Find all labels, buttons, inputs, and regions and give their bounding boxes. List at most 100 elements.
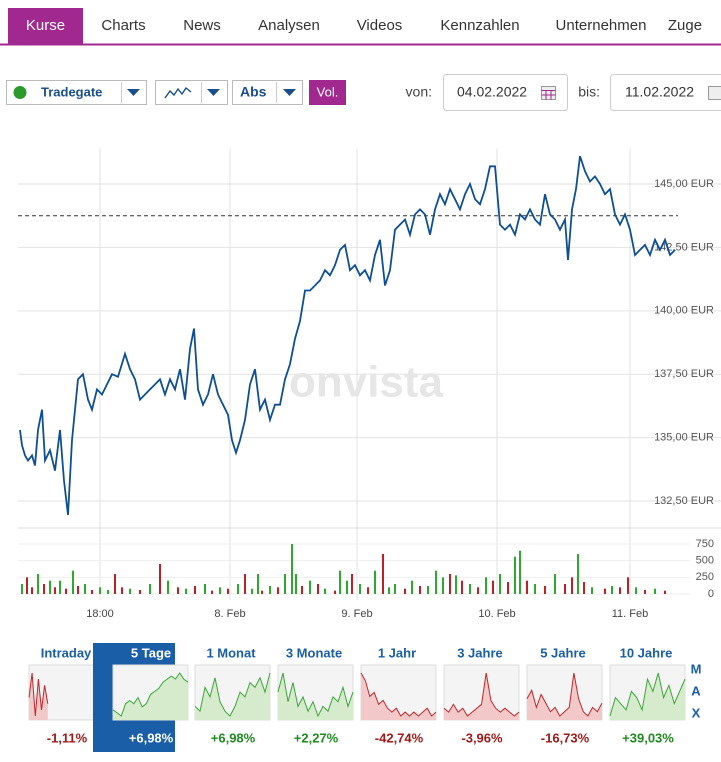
y-tick-label: 750 xyxy=(696,538,714,550)
tile-label[interactable]: 3 Monate xyxy=(286,645,342,660)
tile-label[interactable]: 1 Monat xyxy=(206,645,256,660)
dropdown-arrow xyxy=(283,89,296,96)
max-link[interactable]: MAX xyxy=(691,661,702,720)
tab-label[interactable]: Charts xyxy=(101,17,145,34)
tab-label[interactable]: Kennzahlen xyxy=(440,17,519,34)
y-tick-label: 0 xyxy=(708,588,714,600)
volume-bar xyxy=(59,580,61,594)
tab-label[interactable]: Analysen xyxy=(258,17,320,34)
y-tick-label: 137,50 EUR xyxy=(654,368,714,380)
tile-label[interactable]: 5 Jahre xyxy=(540,645,586,660)
volume-bar xyxy=(469,584,471,594)
tab-label[interactable]: News xyxy=(183,17,221,34)
volume-bar xyxy=(435,570,437,594)
volume-bar xyxy=(635,587,637,594)
price-line xyxy=(19,155,676,516)
tile-thumb-area xyxy=(527,673,602,720)
volume-bar xyxy=(324,588,326,594)
tab-active[interactable] xyxy=(8,8,83,44)
tile-thumb-line xyxy=(112,672,189,717)
volume-bar xyxy=(367,587,369,594)
volume-bar xyxy=(477,587,479,594)
controls: Tradegate Abs Vol. von: 04.02.2022 bis: … xyxy=(6,74,721,111)
from-input[interactable] xyxy=(443,74,568,111)
volume-bar xyxy=(514,556,516,594)
tab-label[interactable]: Kurse xyxy=(26,17,65,34)
to-input[interactable] xyxy=(610,74,721,111)
volume-bar xyxy=(21,584,23,594)
volume-bar xyxy=(107,590,109,594)
volume-bar xyxy=(31,587,33,594)
tile-thumb-area xyxy=(113,673,188,720)
volume-button[interactable] xyxy=(309,80,346,105)
volume-bar xyxy=(114,574,116,594)
tile-label[interactable]: 10 Jahre xyxy=(620,645,673,660)
tabs: Kurse Charts News Analysen Videos Kennzahlen U… xyxy=(8,8,702,44)
tile-thumb-line xyxy=(526,672,603,717)
line-icon xyxy=(164,86,192,99)
volume-bar xyxy=(77,586,79,594)
volume-bar xyxy=(159,564,161,594)
volume-bar xyxy=(277,587,279,594)
tile-thumb-area xyxy=(29,673,48,720)
volume-bar xyxy=(461,580,463,594)
volume-bar xyxy=(571,577,573,594)
volume-bar xyxy=(654,588,656,594)
calendar-grid xyxy=(541,90,556,100)
volume-bar xyxy=(43,584,45,594)
volume-bar xyxy=(291,544,293,594)
volume-bar xyxy=(419,586,421,594)
tab-label[interactable]: Zuge xyxy=(668,17,702,34)
volume-bar xyxy=(204,584,206,594)
volume-bar xyxy=(519,550,521,594)
volume-bar xyxy=(91,590,93,594)
volume-bar xyxy=(427,586,429,594)
volume-bar xyxy=(564,584,566,594)
x-tick-label: 9. Feb xyxy=(341,608,372,620)
scale-label: Abs xyxy=(240,84,267,100)
volume-bar xyxy=(554,574,556,594)
volume-bar xyxy=(382,554,384,594)
from-value: 04.02.2022 xyxy=(457,84,527,100)
max-letter[interactable]: M xyxy=(691,661,702,676)
volume-bar xyxy=(526,580,528,594)
volume-bar xyxy=(301,586,303,594)
y-tick-label: 145,00 EUR xyxy=(654,178,714,190)
watermark: onvista xyxy=(289,358,444,407)
tile-thumb-line xyxy=(277,672,354,718)
exchange-select[interactable] xyxy=(6,80,147,105)
tile-thumb-line xyxy=(360,672,437,717)
volume-bar xyxy=(237,584,239,594)
max-letter[interactable]: X xyxy=(692,705,701,720)
x-tick-label: 18:00 xyxy=(86,608,114,620)
max-letter[interactable]: A xyxy=(691,683,701,698)
tile-thumb-area xyxy=(278,673,353,720)
period-tiles: Intraday -1,11% 5 Tage +6,98% 1 Monat +6,98% 3… xyxy=(28,643,702,752)
tile-label[interactable]: 3 Jahre xyxy=(457,645,503,660)
volume-bar xyxy=(411,580,413,594)
tile-label[interactable]: 1 Jahr xyxy=(378,645,416,660)
calendar-icon xyxy=(708,86,721,100)
volume-bar xyxy=(611,586,613,594)
tile-label[interactable]: 5 Tage xyxy=(131,645,171,660)
y-tick-label: 140,00 EUR xyxy=(654,305,714,317)
exchange-label: Tradegate xyxy=(41,84,102,99)
volume-bar xyxy=(261,590,263,594)
x-tick-label: 10. Feb xyxy=(478,608,515,620)
volume-bar xyxy=(499,574,501,594)
tab-label[interactable]: Unternehmen xyxy=(556,17,647,34)
volume-bar xyxy=(177,587,179,594)
volume-bar xyxy=(309,580,311,594)
volume-bar xyxy=(664,590,666,594)
volume-bar xyxy=(194,586,196,594)
volume-bar xyxy=(583,582,585,594)
volume-bar xyxy=(211,590,213,594)
volume-bar xyxy=(577,554,579,594)
volume-bar xyxy=(544,586,546,594)
tile-label[interactable]: Intraday xyxy=(41,645,92,660)
tile-thumb-area xyxy=(361,673,436,720)
volume-bar xyxy=(269,586,271,594)
volume-bar xyxy=(604,588,606,594)
tile-thumb-line xyxy=(609,672,686,717)
tab-label[interactable]: Videos xyxy=(357,17,403,34)
